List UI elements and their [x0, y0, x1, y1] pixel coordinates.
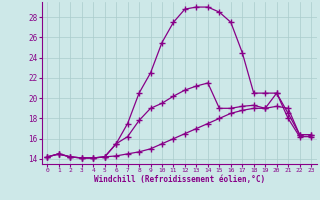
X-axis label: Windchill (Refroidissement éolien,°C): Windchill (Refroidissement éolien,°C)	[94, 175, 265, 184]
